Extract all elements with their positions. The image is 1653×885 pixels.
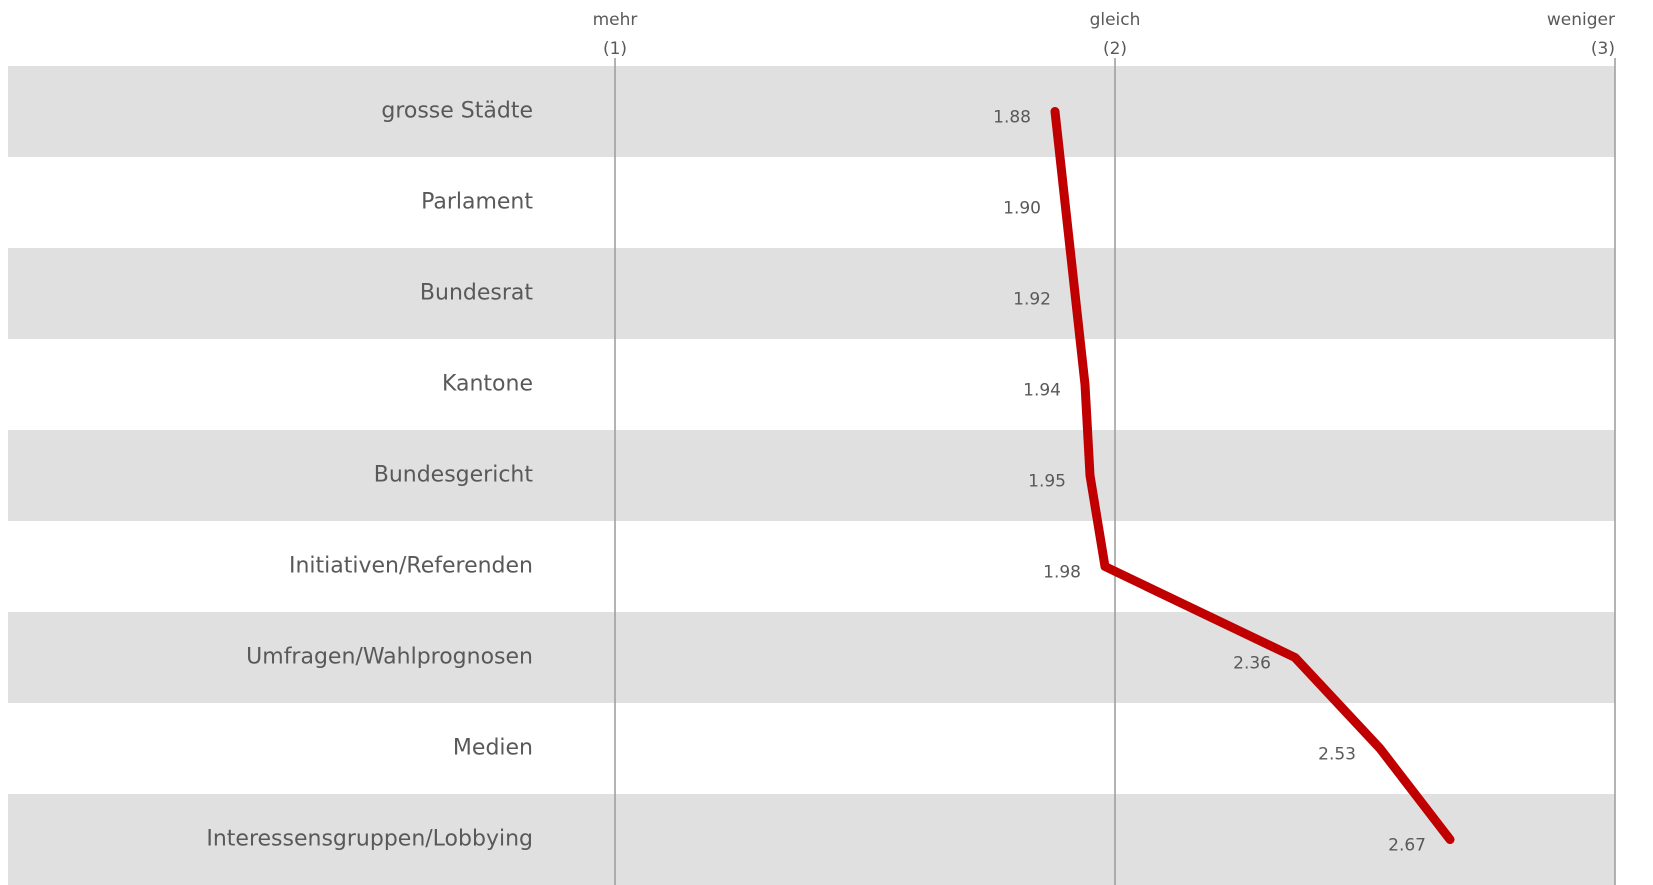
- category-label: Bundesgericht: [374, 463, 534, 488]
- category-label: Umfragen/Wahlprognosen: [246, 645, 533, 670]
- line: [1050, 107, 1455, 844]
- value-label: 1.90: [1003, 199, 1041, 219]
- x-tick-label: gleich: [1090, 10, 1141, 30]
- value-label: 1.98: [1043, 563, 1081, 583]
- value-label: 2.36: [1233, 654, 1271, 674]
- category-label: Kantone: [442, 372, 533, 397]
- category-label: Bundesrat: [420, 281, 533, 306]
- category-label: Medien: [453, 736, 533, 761]
- x-tick-label: (2): [1103, 39, 1127, 59]
- x-tick-label: mehr: [593, 10, 638, 30]
- category-label: Interessensgruppen/Lobbying: [206, 827, 533, 852]
- category-label: Parlament: [421, 190, 533, 215]
- row-band: [8, 66, 1615, 157]
- x-tick-label: (1): [603, 39, 627, 59]
- x-tick-label: (3): [1591, 39, 1615, 59]
- value-label: 2.53: [1318, 745, 1356, 765]
- row-band: [8, 430, 1615, 521]
- row-band: [8, 794, 1615, 885]
- row-band: [8, 248, 1615, 339]
- row-band: [8, 612, 1615, 703]
- category-label: grosse Städte: [381, 99, 533, 124]
- value-label: 1.92: [1013, 290, 1051, 310]
- value-label: 1.88: [993, 108, 1031, 128]
- value-label: 2.67: [1388, 836, 1426, 856]
- value-label: 1.95: [1028, 472, 1066, 492]
- category-label: Initiativen/Referenden: [289, 554, 533, 579]
- x-tick-label: weniger: [1547, 10, 1615, 30]
- value-label: 1.94: [1023, 381, 1061, 401]
